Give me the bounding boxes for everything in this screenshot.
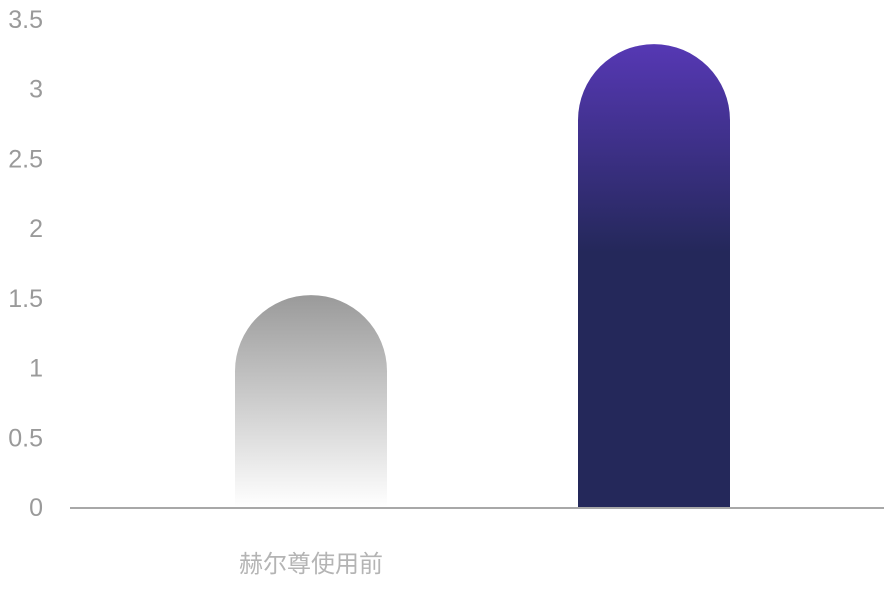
y-tick-label: 3.5 xyxy=(8,6,43,34)
y-tick-label: 1.5 xyxy=(8,285,43,313)
category-label: 赫尔尊使用前 xyxy=(239,550,383,578)
y-tick-label: 2 xyxy=(29,215,43,243)
y-tick-label: 0.5 xyxy=(8,424,43,452)
y-tick-label: 3 xyxy=(29,76,43,104)
category-labels: 赫尔尊使用前 xyxy=(239,550,383,578)
y-axis-tick-labels: 0 0.5 1 1.5 2 2.5 3 3.5 xyxy=(8,6,43,522)
bars xyxy=(235,44,730,507)
y-tick-label: 2.5 xyxy=(8,145,43,173)
bar-1 xyxy=(235,295,387,507)
bar-2 xyxy=(578,44,730,507)
y-tick-label: 0 xyxy=(29,494,43,522)
y-tick-label: 1 xyxy=(29,355,43,383)
